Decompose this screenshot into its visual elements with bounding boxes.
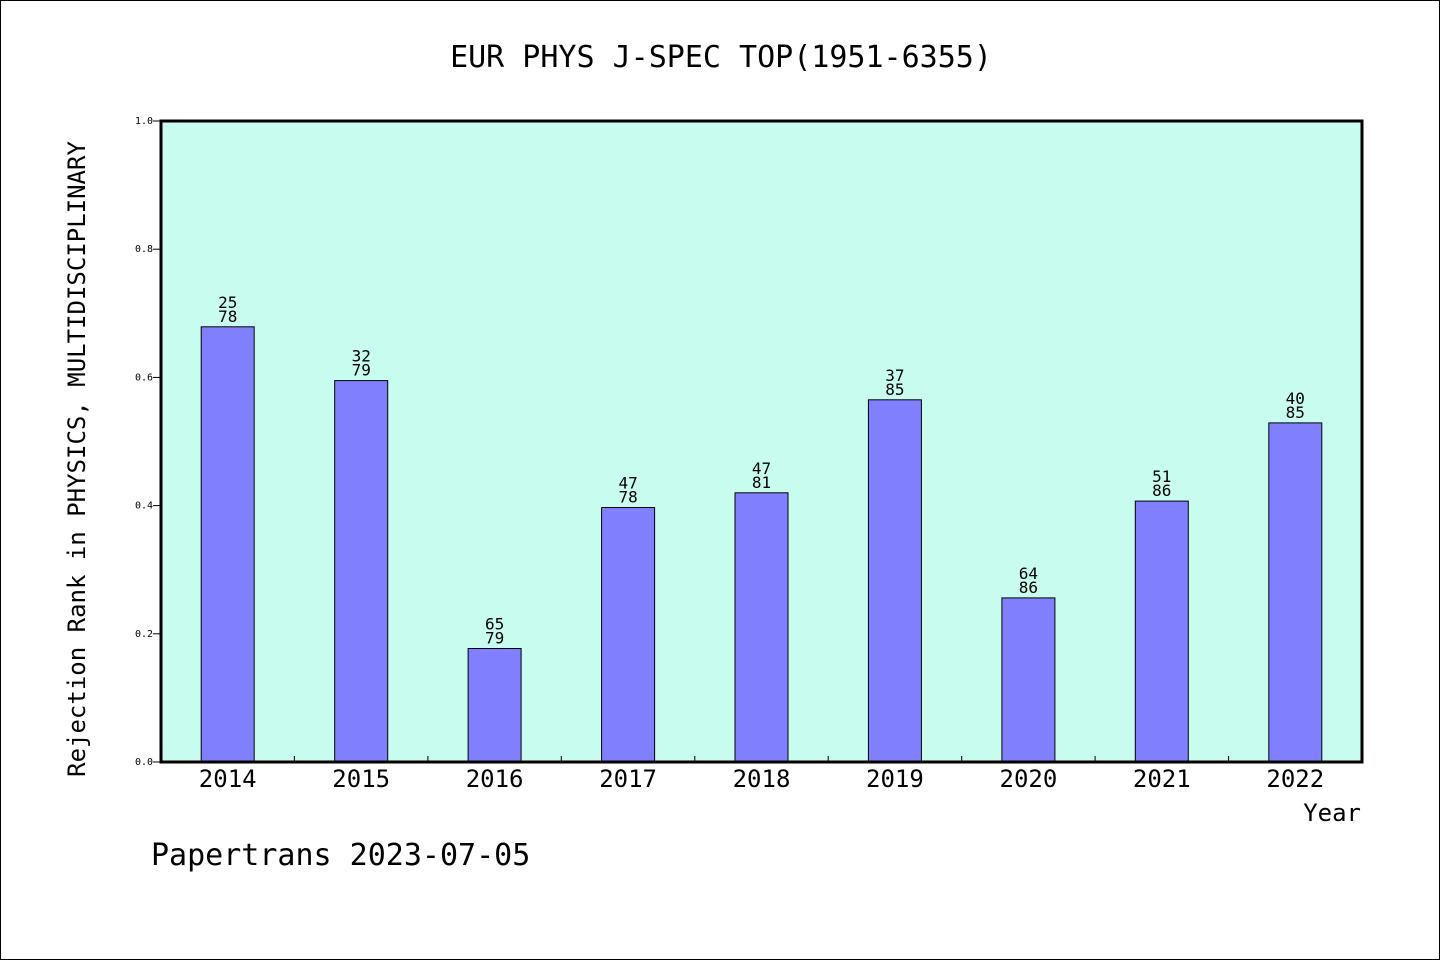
bar-label-bottom-2014: 78 — [218, 307, 237, 326]
chart-title: EUR PHYS J-SPEC TOP(1951-6355) — [450, 40, 992, 75]
plot-frame — [159, 119, 1364, 764]
bar-label-top-2015: 32 — [352, 347, 371, 366]
y-axis: 0.0 0.2 0.4 0.6 0.8 1.0 — [135, 116, 161, 768]
bar-label-top-2022: 40 — [1286, 389, 1305, 408]
bar-label-bottom-2017: 78 — [618, 488, 637, 507]
bar-label-bottom-2016: 79 — [485, 629, 504, 648]
x-tick-label-2019: 2019 — [866, 765, 924, 793]
bar-label-bottom-2018: 81 — [752, 473, 771, 492]
bar-label-top-2021: 51 — [1152, 467, 1171, 486]
bar-label-bottom-2021: 86 — [1152, 481, 1171, 500]
x-tick-label-2020: 2020 — [1000, 765, 1058, 793]
y-axis-label: Rejection Rank in PHYSICS, MULTIDISCIPLI… — [63, 141, 91, 777]
bar-label-bottom-2015: 79 — [352, 361, 371, 380]
bar-2022 — [1268, 422, 1323, 763]
bar-2015 — [334, 380, 389, 763]
bar-2016 — [467, 648, 522, 763]
bar-2018 — [734, 492, 789, 763]
x-tick-label-2015: 2015 — [332, 765, 390, 793]
x-tick-label-2016: 2016 — [466, 765, 524, 793]
bar-label-bottom-2022: 85 — [1286, 403, 1305, 422]
y-tick-label: 0.8 — [135, 244, 153, 255]
bar-2014 — [200, 326, 255, 763]
y-tick-label: 0.0 — [135, 757, 153, 768]
bar-label-top-2019: 37 — [885, 366, 904, 385]
x-tick-label-2021: 2021 — [1133, 765, 1191, 793]
y-tick-label: 1.0 — [135, 116, 153, 127]
bar-label-bottom-2019: 85 — [885, 380, 904, 399]
x-tick-label-2018: 2018 — [733, 765, 791, 793]
footer-date: Papertrans 2023-07-05 — [151, 838, 530, 873]
bar-2019 — [867, 399, 922, 763]
bar-label-top-2014: 25 — [218, 293, 237, 312]
x-axis: 2014 2015 2016 2017 2018 2019 2020 2021 2022 — [199, 756, 1324, 793]
x-tick-label-2014: 2014 — [199, 765, 257, 793]
y-tick-label: 0.4 — [135, 501, 153, 512]
y-tick-label: 0.6 — [135, 372, 153, 383]
x-axis-label: Year — [1303, 799, 1361, 827]
x-tick-label-2017: 2017 — [599, 765, 657, 793]
bars-group — [200, 326, 1323, 763]
bar-label-top-2017: 47 — [618, 474, 637, 493]
bar-label-top-2018: 47 — [752, 459, 771, 478]
bar-2021 — [1134, 500, 1189, 763]
bar-label-bottom-2020: 86 — [1019, 578, 1038, 597]
x-tick-label-2022: 2022 — [1266, 765, 1324, 793]
bar-2017 — [601, 507, 656, 763]
bar-2020 — [1001, 597, 1056, 763]
y-tick-label: 0.2 — [135, 629, 153, 640]
bar-label-top-2016: 65 — [485, 615, 504, 634]
bar-label-top-2020: 64 — [1019, 564, 1038, 583]
